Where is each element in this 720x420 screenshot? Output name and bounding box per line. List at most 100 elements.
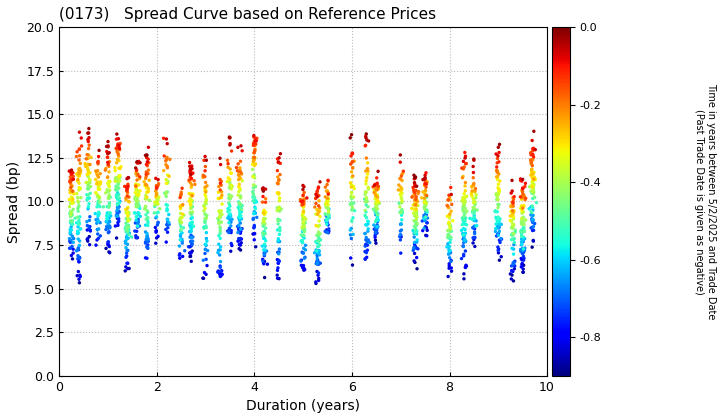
- Point: [258, 215, 270, 222]
- Point: [323, 191, 334, 197]
- Point: [248, 138, 260, 144]
- Point: [517, 189, 528, 195]
- Point: [112, 190, 123, 197]
- Point: [73, 217, 85, 223]
- Point: [311, 268, 323, 275]
- Point: [458, 218, 469, 225]
- Point: [297, 223, 308, 230]
- Point: [313, 202, 325, 209]
- Point: [466, 183, 477, 190]
- Point: [526, 203, 538, 210]
- Point: [446, 191, 457, 198]
- Point: [314, 178, 325, 185]
- Point: [372, 196, 383, 203]
- Point: [393, 182, 405, 189]
- Point: [258, 222, 269, 228]
- Point: [73, 221, 85, 228]
- Point: [130, 182, 141, 189]
- Point: [458, 158, 469, 165]
- Point: [112, 150, 124, 156]
- Point: [369, 229, 381, 236]
- Point: [216, 201, 228, 207]
- Point: [93, 209, 104, 215]
- Point: [73, 146, 85, 152]
- Point: [73, 173, 85, 179]
- Point: [518, 247, 530, 254]
- Point: [185, 222, 197, 228]
- Point: [150, 192, 162, 198]
- Point: [518, 234, 529, 241]
- Point: [104, 223, 115, 230]
- Point: [410, 216, 422, 223]
- Point: [225, 219, 237, 226]
- Point: [418, 199, 430, 206]
- Point: [420, 177, 431, 184]
- Point: [370, 192, 382, 199]
- Point: [132, 210, 144, 216]
- Point: [345, 179, 356, 186]
- Point: [516, 221, 528, 228]
- Point: [184, 220, 196, 227]
- Point: [179, 247, 191, 254]
- Point: [76, 143, 87, 150]
- Point: [272, 226, 284, 233]
- Point: [459, 248, 471, 255]
- Point: [151, 210, 163, 216]
- Point: [63, 196, 75, 203]
- Point: [298, 198, 310, 205]
- Point: [410, 213, 421, 219]
- Point: [123, 198, 135, 205]
- Point: [274, 224, 286, 231]
- Point: [224, 196, 235, 202]
- Point: [161, 180, 172, 186]
- Point: [518, 246, 530, 253]
- Point: [150, 175, 161, 182]
- Point: [82, 172, 94, 179]
- Point: [130, 186, 142, 193]
- Point: [142, 233, 153, 239]
- Point: [162, 165, 174, 171]
- Point: [202, 247, 213, 254]
- Point: [122, 235, 134, 242]
- Point: [297, 265, 308, 271]
- Point: [74, 238, 86, 244]
- Point: [258, 210, 269, 216]
- Point: [528, 145, 539, 152]
- Point: [314, 208, 325, 215]
- Point: [410, 220, 421, 227]
- Point: [467, 208, 479, 215]
- Point: [198, 207, 210, 214]
- Point: [140, 211, 152, 218]
- Point: [469, 185, 481, 192]
- Point: [506, 199, 518, 206]
- Point: [248, 140, 259, 147]
- Point: [409, 183, 420, 189]
- Point: [410, 227, 421, 234]
- Point: [372, 182, 383, 189]
- Point: [412, 198, 423, 205]
- Point: [363, 186, 374, 192]
- Point: [444, 260, 455, 267]
- Point: [103, 161, 114, 168]
- Point: [234, 201, 246, 208]
- Point: [198, 225, 210, 231]
- Point: [249, 154, 261, 161]
- Point: [460, 264, 472, 270]
- Point: [103, 228, 114, 235]
- Point: [508, 200, 519, 207]
- Point: [444, 215, 455, 221]
- Point: [505, 224, 517, 231]
- Point: [507, 225, 518, 231]
- Point: [360, 168, 372, 174]
- Point: [508, 278, 519, 284]
- Point: [361, 202, 372, 208]
- Point: [359, 191, 371, 198]
- Point: [297, 238, 308, 244]
- Point: [249, 174, 261, 181]
- Point: [185, 199, 197, 206]
- Point: [346, 189, 357, 196]
- Point: [140, 181, 152, 188]
- Point: [323, 226, 335, 232]
- Point: [109, 167, 121, 174]
- Point: [468, 180, 480, 187]
